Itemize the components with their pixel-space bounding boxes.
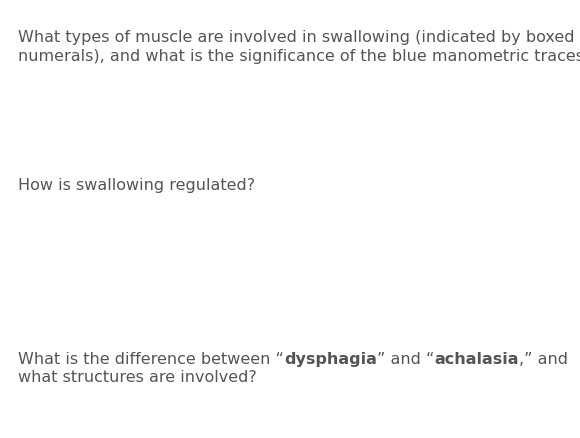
Text: What types of muscle are involved in swallowing (indicated by boxed
numerals), a: What types of muscle are involved in swa…	[18, 30, 580, 64]
Text: How is swallowing regulated?: How is swallowing regulated?	[18, 178, 255, 193]
Text: dysphagia: dysphagia	[284, 352, 377, 367]
Text: what structures are involved?: what structures are involved?	[18, 370, 257, 385]
Text: ” and “: ” and “	[377, 352, 434, 367]
Text: What is the difference between “: What is the difference between “	[18, 352, 284, 367]
Text: achalasia: achalasia	[434, 352, 519, 367]
Text: ,” and: ,” and	[519, 352, 568, 367]
